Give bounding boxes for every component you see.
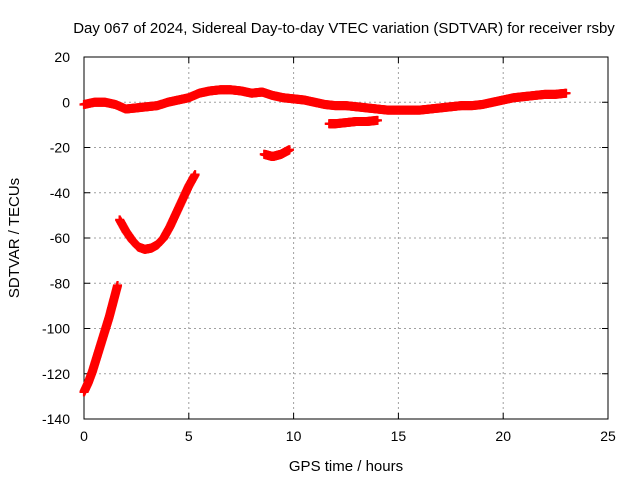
x-tick-labels: 0 5 10 15 20 25 (80, 428, 616, 444)
x-tick-label: 0 (80, 428, 88, 444)
x-tick-label: 10 (286, 428, 302, 444)
y-tick-label: -60 (50, 230, 70, 246)
y-tick-labels: -140 -120 -100 -80 -60 -40 -20 0 20 (42, 49, 70, 427)
y-tick-label: -80 (50, 275, 70, 291)
y-tick-label: -100 (42, 321, 70, 337)
data-point (372, 115, 382, 125)
series-steep-rise (79, 281, 123, 397)
y-axis-title: SDTVAR / TECUs (6, 178, 23, 298)
series-main-arc (79, 85, 571, 115)
y-tick-label: -40 (50, 185, 70, 201)
data-point (113, 281, 123, 291)
series-offset-segment (324, 115, 382, 129)
x-tick-label: 5 (185, 428, 193, 444)
y-tick-label: 20 (54, 49, 70, 65)
y-tick-label: -140 (42, 411, 70, 427)
grid-lines (84, 57, 608, 419)
x-tick-label: 20 (495, 428, 511, 444)
series-short-dip (259, 145, 294, 162)
data-point (190, 170, 200, 180)
series-u-curve (115, 170, 200, 254)
x-tick-label: 15 (391, 428, 407, 444)
y-tick-label: 0 (62, 94, 70, 110)
data-point (284, 145, 294, 155)
data-points (79, 85, 571, 397)
chart-title: Day 067 of 2024, Sidereal Day-to-day VTE… (73, 20, 615, 37)
x-tick-label: 25 (600, 428, 616, 444)
x-axis-title: GPS time / hours (289, 458, 403, 475)
data-point (561, 88, 571, 98)
y-tick-label: -120 (42, 366, 70, 382)
y-tick-label: -20 (50, 140, 70, 156)
